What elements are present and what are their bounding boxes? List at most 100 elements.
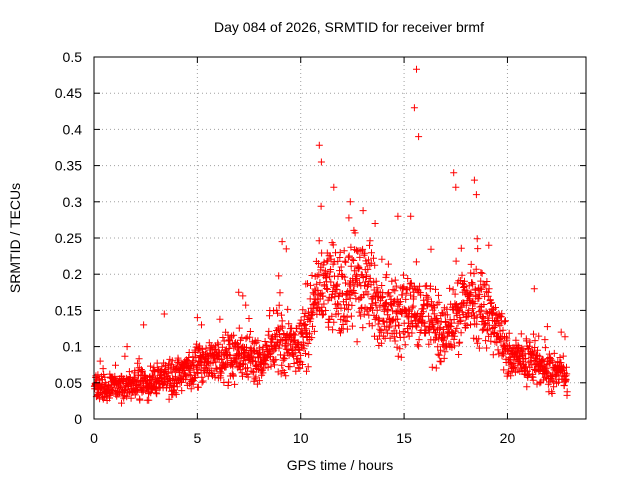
data-points <box>90 65 571 407</box>
data-point <box>347 262 355 270</box>
data-point <box>244 373 252 381</box>
y-tick-label: 0 <box>74 411 82 427</box>
data-point <box>131 367 139 375</box>
data-point <box>285 351 293 359</box>
data-point <box>392 322 400 330</box>
data-point <box>273 306 281 314</box>
data-point <box>535 332 543 340</box>
data-point <box>415 336 423 344</box>
data-point <box>319 292 327 300</box>
data-point <box>350 267 358 275</box>
data-point <box>147 362 154 370</box>
data-point <box>395 321 403 329</box>
data-point <box>239 372 246 380</box>
data-point <box>350 282 358 290</box>
data-point <box>477 277 485 285</box>
data-point <box>278 311 285 319</box>
data-point <box>561 333 569 341</box>
data-point <box>229 372 237 380</box>
data-point <box>275 326 282 334</box>
data-point <box>307 315 315 323</box>
data-point <box>404 313 412 321</box>
data-point <box>463 322 471 329</box>
data-point <box>276 289 284 297</box>
data-point <box>499 326 507 334</box>
data-point <box>425 312 433 320</box>
data-point <box>375 316 383 324</box>
data-point <box>487 337 495 345</box>
y-tick-label: 0.15 <box>55 302 82 318</box>
data-point <box>301 321 309 328</box>
data-point <box>238 334 246 342</box>
data-point <box>315 271 323 279</box>
data-point <box>427 282 434 290</box>
data-point <box>452 257 460 265</box>
data-point <box>406 280 414 288</box>
y-tick-label: 0.2 <box>63 266 83 282</box>
data-point <box>526 338 534 346</box>
data-point <box>517 330 525 338</box>
data-point <box>351 229 359 237</box>
data-point <box>308 311 315 319</box>
data-point <box>533 380 541 388</box>
data-point <box>353 338 361 346</box>
y-tick-label: 0.25 <box>55 230 82 246</box>
data-point <box>368 249 375 257</box>
data-point <box>466 290 474 298</box>
data-point <box>473 320 481 328</box>
data-point <box>415 133 423 141</box>
data-point <box>310 327 318 335</box>
data-point <box>214 341 222 349</box>
data-point <box>292 367 300 375</box>
data-point <box>246 328 254 335</box>
data-point <box>185 349 193 356</box>
data-point <box>455 351 463 358</box>
data-point <box>488 310 496 318</box>
data-point <box>487 300 495 307</box>
data-point <box>386 334 394 342</box>
data-point <box>345 252 353 260</box>
data-point <box>378 255 386 263</box>
data-point <box>212 358 220 366</box>
data-point <box>278 238 286 246</box>
y-tick-label: 0.05 <box>55 375 82 391</box>
data-point <box>235 324 243 332</box>
data-point <box>444 328 452 336</box>
data-point <box>501 318 509 326</box>
data-point <box>140 321 148 329</box>
data-point <box>510 364 518 371</box>
data-point <box>458 271 466 279</box>
data-point <box>340 247 348 255</box>
data-point <box>409 302 417 310</box>
data-point <box>483 278 491 285</box>
data-point <box>274 309 281 317</box>
x-tick-label: 15 <box>396 430 412 446</box>
data-point <box>556 354 564 361</box>
data-point <box>239 292 247 300</box>
data-point <box>194 369 202 377</box>
data-point <box>419 308 427 316</box>
data-point <box>210 369 218 377</box>
data-point <box>343 325 351 333</box>
data-point <box>171 389 179 397</box>
data-point <box>193 369 201 376</box>
data-point <box>408 310 416 318</box>
data-point <box>536 379 544 387</box>
data-point <box>326 252 334 260</box>
data-point <box>245 315 253 322</box>
data-point <box>325 323 333 331</box>
data-point <box>330 183 338 191</box>
data-point <box>359 324 367 332</box>
data-point <box>279 354 287 362</box>
data-point <box>356 279 364 287</box>
data-point <box>265 327 273 335</box>
data-point <box>398 291 406 299</box>
data-point <box>231 380 239 388</box>
data-point <box>187 385 195 393</box>
data-point <box>475 294 483 302</box>
data-point <box>485 285 493 293</box>
data-point <box>453 324 461 332</box>
data-point <box>498 310 506 318</box>
data-point <box>503 335 511 343</box>
